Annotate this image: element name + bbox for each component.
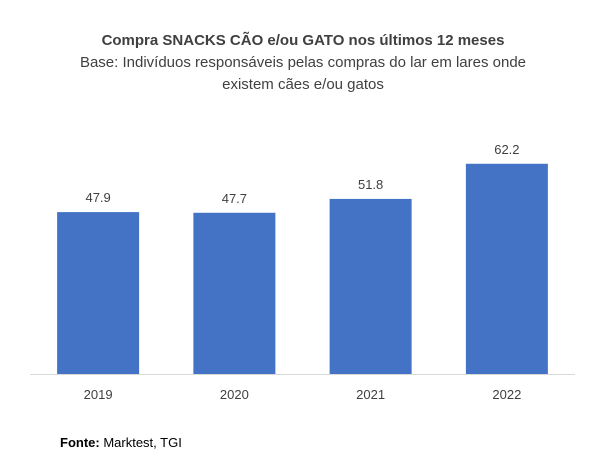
data-label-2020: 47.7 bbox=[222, 191, 247, 206]
data-label-2022: 62.2 bbox=[494, 142, 519, 157]
data-label-2021: 51.8 bbox=[358, 177, 383, 192]
bar-2019 bbox=[57, 212, 140, 374]
plot-area: 47.9 2019 47.7 2020 51.8 2021 62.2 2022 bbox=[30, 142, 575, 402]
data-label-2019: 47.9 bbox=[85, 190, 110, 205]
x-tick-label-2022: 2022 bbox=[492, 387, 521, 402]
bar-2021 bbox=[329, 198, 412, 374]
bar-2022 bbox=[465, 163, 548, 374]
chart-subtitle-line-1: Base: Indivíduos responsáveis pelas comp… bbox=[80, 54, 526, 71]
x-tick-label-2021: 2021 bbox=[356, 387, 385, 402]
chart-subtitle-line-2: existem cães e/ou gatos bbox=[222, 76, 384, 93]
source-text: Marktest, TGI bbox=[99, 435, 182, 450]
x-tick-label-2019: 2019 bbox=[84, 387, 113, 402]
bar-chart: Compra SNACKS CÃO e/ou GATO nos últimos … bbox=[30, 31, 575, 402]
source-note: Fonte: Marktest, TGI bbox=[60, 435, 182, 450]
bar-2020 bbox=[193, 212, 276, 374]
chart-title: Compra SNACKS CÃO e/ou GATO nos últimos … bbox=[102, 31, 505, 49]
source-label: Fonte: bbox=[60, 435, 100, 450]
x-tick-label-2020: 2020 bbox=[220, 387, 249, 402]
